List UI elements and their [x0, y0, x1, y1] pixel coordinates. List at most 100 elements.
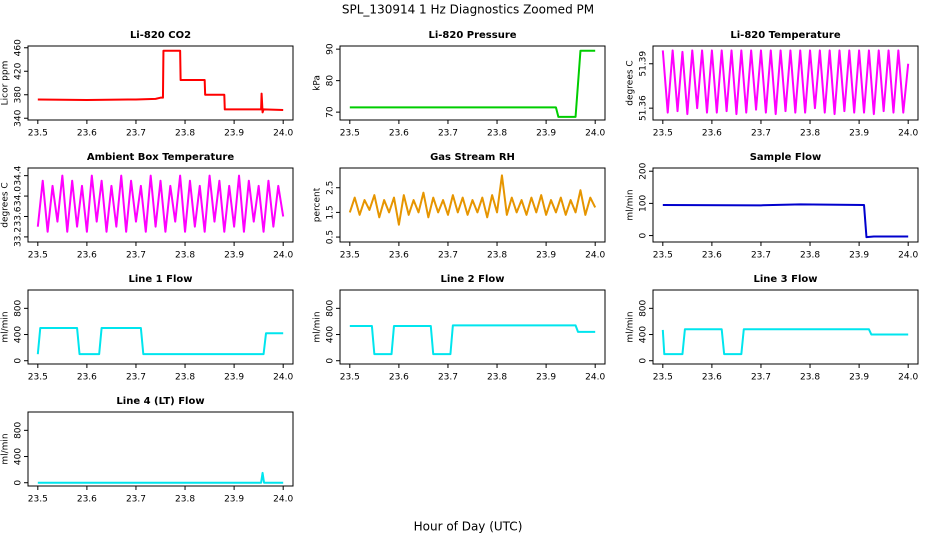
x-tick-label: 23.7	[126, 251, 146, 261]
x-tick-label: 23.6	[77, 129, 97, 139]
y-axis-title: ml/min	[626, 311, 636, 342]
x-tick-label: 23.9	[536, 373, 556, 383]
y-tick-label: 400	[14, 448, 24, 465]
x-tick-label: 23.9	[849, 129, 869, 139]
y-tick-label: 0	[639, 358, 649, 364]
y-tick-label: 34.0	[14, 186, 24, 206]
x-tick-label: 23.7	[126, 495, 146, 505]
x-tick-label: 23.7	[126, 129, 146, 139]
y-axis-title: percent	[313, 187, 323, 222]
x-tick-label: 24.0	[273, 129, 293, 139]
x-tick-label: 23.6	[77, 495, 97, 505]
x-tick-label: 24.0	[898, 251, 918, 261]
x-tick-label: 23.6	[702, 251, 722, 261]
x-tick-label: 23.7	[438, 129, 458, 139]
y-tick-label: 51.36	[639, 95, 649, 121]
y-tick-label: 400	[326, 326, 336, 343]
y-tick-label: 51.39	[639, 51, 649, 77]
x-tick-label: 23.6	[702, 373, 722, 383]
x-tick-label: 23.6	[389, 129, 409, 139]
x-tick-label: 24.0	[273, 495, 293, 505]
y-axis-title: ml/min	[313, 311, 323, 342]
data-line	[348, 174, 597, 226]
y-tick-label: 0	[14, 480, 24, 486]
x-tick-label: 23.7	[751, 373, 771, 383]
x-tick-label: 23.7	[751, 251, 771, 261]
y-axis-title: ml/min	[1, 311, 11, 342]
x-tick-label: 23.8	[487, 129, 507, 139]
data-line	[349, 324, 596, 356]
y-tick-label: 33.6	[14, 206, 24, 226]
panel-title: Line 2 Flow	[441, 274, 505, 285]
data-line	[661, 49, 910, 116]
y-tick-label: 70	[326, 106, 336, 118]
y-tick-label: 0	[639, 232, 649, 238]
x-tick-label: 23.5	[340, 129, 360, 139]
y-axis-title: kPa	[313, 75, 323, 91]
x-tick-label: 23.8	[487, 251, 507, 261]
x-tick-label: 23.6	[702, 129, 722, 139]
x-tick-label: 23.5	[28, 251, 48, 261]
panel-title: Ambient Box Temperature	[87, 152, 234, 163]
x-tick-label: 23.5	[653, 251, 673, 261]
y-axis-title: ml/min	[626, 189, 636, 220]
plot-box	[339, 289, 606, 365]
x-tick-label: 23.5	[340, 251, 360, 261]
plot-box	[652, 167, 919, 243]
x-tick-label: 23.8	[800, 251, 820, 261]
x-tick-label: 23.8	[800, 373, 820, 383]
x-tick-label: 23.9	[849, 251, 869, 261]
data-line	[36, 326, 284, 356]
plot-box	[27, 411, 294, 487]
x-tick-label: 24.0	[273, 373, 293, 383]
plot-box	[27, 45, 294, 121]
x-tick-label: 23.7	[126, 373, 146, 383]
x-tick-label: 23.7	[751, 129, 771, 139]
plot-box	[652, 45, 919, 121]
y-tick-label: 90	[326, 43, 336, 55]
x-tick-label: 23.8	[175, 251, 195, 261]
data-line	[349, 49, 596, 118]
x-tick-label: 24.0	[898, 373, 918, 383]
y-tick-label: 800	[14, 299, 24, 316]
y-tick-label: 2.5	[326, 181, 336, 195]
x-tick-label: 23.9	[224, 495, 244, 505]
x-tick-label: 24.0	[585, 251, 605, 261]
panel-title: Sample Flow	[750, 152, 822, 163]
y-axis-title: ml/min	[1, 433, 11, 464]
x-tick-label: 24.0	[898, 129, 918, 139]
data-line	[36, 174, 285, 233]
y-tick-label: 200	[639, 162, 649, 179]
y-axis-title: degrees C	[1, 182, 11, 227]
panel-title: Li-820 Temperature	[730, 30, 840, 41]
y-tick-label: 460	[14, 39, 24, 56]
y-tick-label: 1.5	[326, 205, 336, 219]
y-tick-label: 80	[326, 75, 336, 87]
y-tick-label: 0.5	[326, 230, 336, 244]
x-tick-label: 23.5	[653, 129, 673, 139]
plot-box	[339, 167, 606, 243]
y-tick-label: 0	[326, 358, 336, 364]
x-tick-label: 24.0	[273, 251, 293, 261]
x-tick-label: 23.9	[849, 373, 869, 383]
y-tick-label: 800	[326, 299, 336, 316]
x-tick-label: 23.9	[536, 129, 556, 139]
panel-title: Li-820 CO2	[130, 30, 191, 41]
x-axis-title: Hour of Day (UTC)	[414, 520, 523, 534]
y-tick-label: 33.2	[14, 227, 24, 247]
plot-box	[339, 45, 606, 121]
y-axis-title: Licor ppm	[1, 61, 11, 106]
x-tick-label: 23.8	[175, 129, 195, 139]
y-tick-label: 340	[14, 109, 24, 126]
y-tick-label: 420	[14, 62, 24, 79]
y-tick-label: 800	[639, 299, 649, 316]
panel-title: Gas Stream RH	[430, 152, 515, 163]
x-tick-label: 23.7	[438, 373, 458, 383]
x-tick-label: 23.8	[175, 495, 195, 505]
x-tick-label: 23.7	[438, 251, 458, 261]
x-tick-label: 23.5	[653, 373, 673, 383]
page-title: SPL_130914 1 Hz Diagnostics Zoomed PM	[342, 3, 594, 17]
plot-box	[27, 167, 294, 243]
plot-box	[27, 289, 294, 365]
